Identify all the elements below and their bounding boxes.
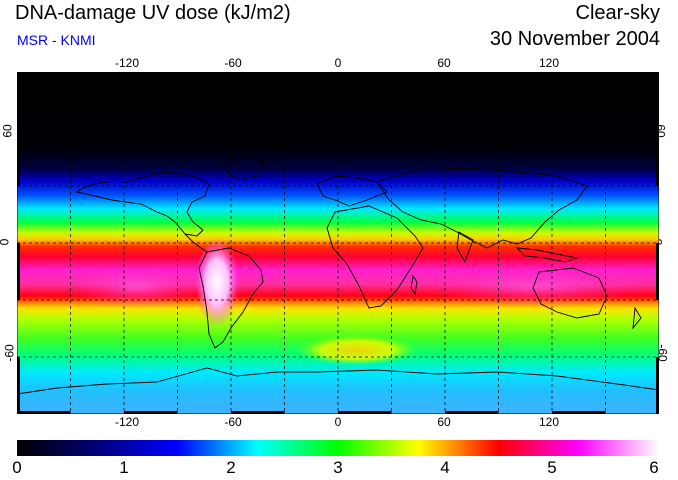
asia-coastline <box>376 167 588 249</box>
high-dose-region <box>427 267 647 307</box>
lon-tick-bottom: -120 <box>114 415 140 429</box>
sky-condition: Clear-sky <box>575 2 660 24</box>
lat-tick-left: 0 <box>0 239 11 246</box>
lon-tick-bottom: -60 <box>224 415 242 429</box>
map-frame <box>17 72 659 414</box>
colorbar-label: 0 <box>12 458 22 477</box>
lat-tick-left: 60 <box>0 124 15 138</box>
south-america-coastline <box>198 247 264 349</box>
lat-tick-left: -60 <box>2 344 17 362</box>
lon-tick-top: 120 <box>538 56 560 70</box>
antarctic-sea-ice-region <box>297 335 417 365</box>
lon-tick-top: -120 <box>114 56 140 70</box>
map-title: DNA-damage UV dose (kJ/m2) <box>15 2 291 24</box>
lon-tick-top: 0 <box>334 56 342 70</box>
uv-dose-map <box>17 72 659 414</box>
colorbar-scale <box>17 440 659 456</box>
central-america-coastline <box>184 233 208 253</box>
europe-coastline <box>316 175 388 207</box>
madagascar-coastline <box>410 274 418 296</box>
colorbar-label: 3 <box>333 458 343 477</box>
graticule <box>17 72 659 414</box>
map-date: 30 November 2004 <box>489 28 660 50</box>
greenland-coastline <box>221 155 266 181</box>
high-dose-region <box>67 265 207 309</box>
colorbar-label: 2 <box>226 458 236 477</box>
colorbar-label: 4 <box>440 458 450 477</box>
australia-coastline <box>532 267 608 319</box>
lon-tick-bottom: 0 <box>334 415 342 429</box>
colorbar-label: 1 <box>119 458 129 477</box>
colorbar-label: 5 <box>547 458 557 477</box>
lon-tick-top: -60 <box>224 56 242 70</box>
indonesia-coastline <box>515 247 579 263</box>
north-america-coastline <box>75 171 210 237</box>
data-source: MSR - KNMI <box>17 32 96 48</box>
africa-coastline <box>326 205 424 309</box>
colorbar <box>17 440 659 456</box>
new-zealand-coastline <box>632 306 642 330</box>
colorbar-label: 6 <box>649 458 659 477</box>
antarctica-coastline <box>17 367 659 395</box>
lon-tick-top: 60 <box>437 56 451 70</box>
lon-tick-bottom: 60 <box>437 415 451 429</box>
lon-tick-bottom: 120 <box>538 415 560 429</box>
